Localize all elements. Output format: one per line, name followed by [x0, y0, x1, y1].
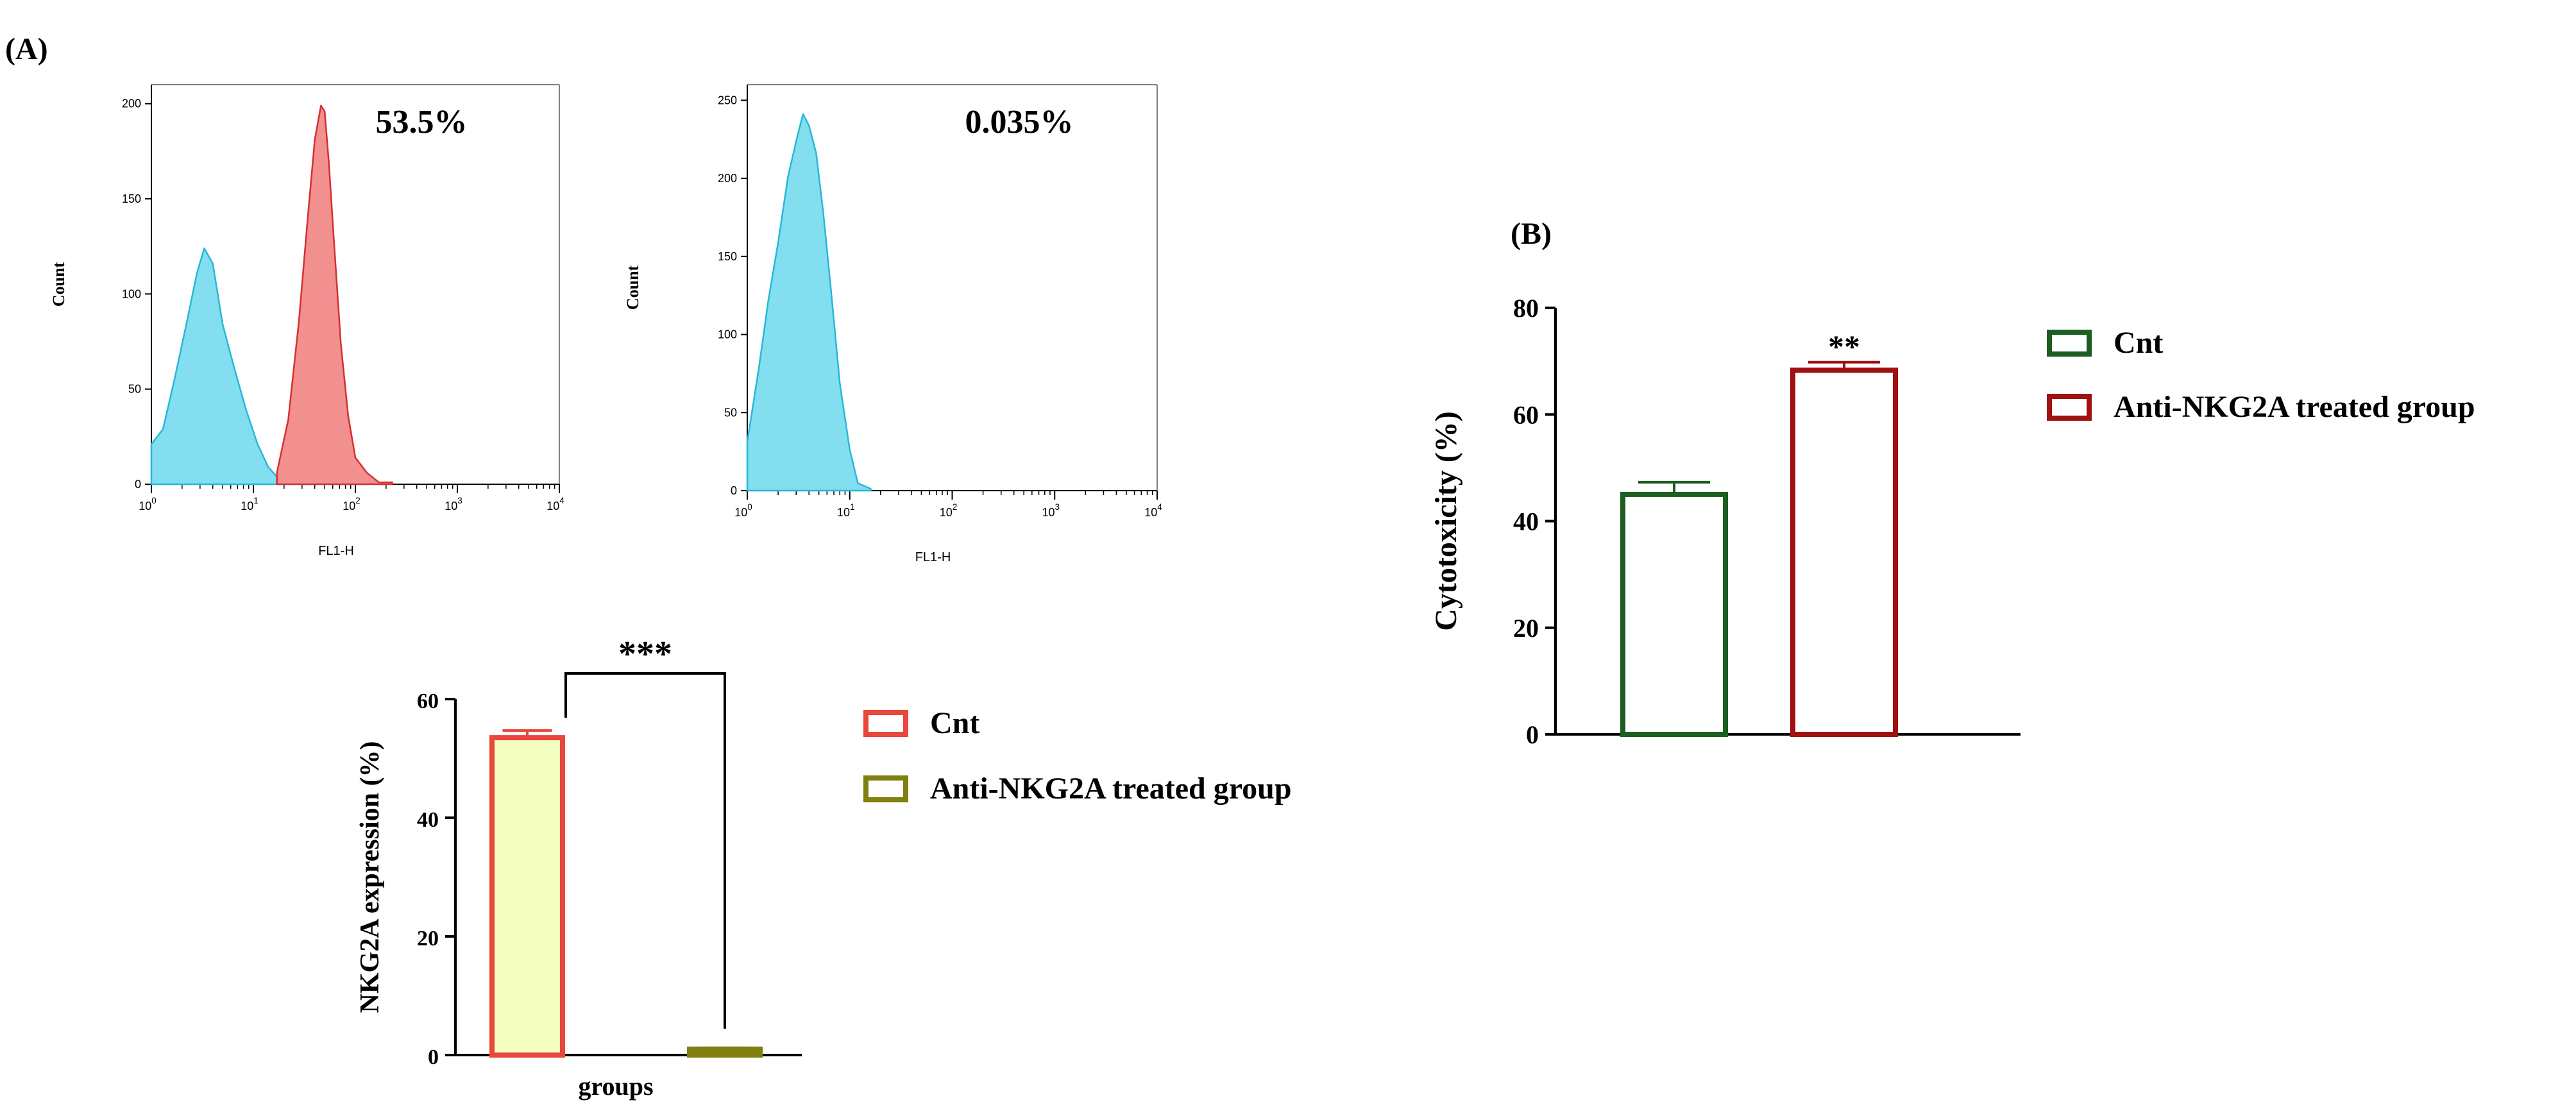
x-axis-label: FL1-H [318, 544, 354, 558]
x-tick-exponent: 0 [747, 502, 752, 512]
y-tick-label: 200 [122, 97, 141, 110]
y-tick-label: 20 [1513, 614, 1539, 643]
x-tick-label: 104 [1144, 502, 1162, 519]
y-axis-label: Count [623, 265, 642, 310]
y-tick-label: 20 [417, 927, 439, 951]
significance-stars: *** [618, 634, 672, 674]
x-tick-exponent: 0 [151, 496, 157, 505]
y-axis-label: Cytotoxicity (%) [1429, 411, 1463, 631]
legend-swatch [2047, 394, 2092, 421]
x-tick-label: 100 [139, 496, 157, 512]
x-tick-label: 102 [343, 496, 360, 512]
x-tick-base: 10 [241, 500, 253, 512]
percentage-annotation: 53.5% [376, 104, 468, 140]
y-tick-label: 150 [122, 192, 141, 205]
x-tick-base: 10 [547, 500, 559, 512]
panel-label-b: (B) [1511, 217, 1552, 251]
y-tick-label: 0 [731, 484, 737, 497]
histogram-negative-population [150, 247, 278, 486]
x-tick-base: 10 [1042, 506, 1055, 519]
bar-0 [489, 735, 565, 1058]
histogram-negative-population [746, 113, 872, 492]
x-tick-base: 10 [1144, 506, 1157, 519]
x-tick-exponent: 1 [253, 496, 258, 505]
legend-swatch [863, 710, 908, 737]
x-tick-label: 101 [241, 496, 258, 512]
y-axis-label: NKG2A expression (%) [355, 741, 385, 1013]
x-tick-exponent: 4 [1157, 502, 1162, 512]
y-axis-label: Count [49, 262, 68, 307]
y-tick-label: 0 [135, 478, 141, 491]
x-tick-label: 100 [734, 502, 752, 519]
y-tick-label: 40 [417, 808, 439, 832]
x-tick-base: 10 [139, 500, 151, 512]
significance-bracket [564, 672, 726, 1029]
x-axis-label: FL1-H [915, 550, 951, 564]
x-tick-exponent: 2 [953, 502, 958, 512]
x-tick-base: 10 [445, 500, 457, 512]
x-tick-exponent: 2 [355, 496, 360, 505]
y-tick-label: 50 [128, 383, 141, 396]
x-tick-label: 103 [445, 496, 462, 512]
legend-label: Anti-NKG2A treated group [2114, 390, 2475, 424]
panel-label-a: (A) [5, 32, 48, 66]
x-tick-label: 102 [940, 502, 958, 519]
y-tick-label: 200 [718, 172, 737, 185]
legend-label: Anti-NKG2A treated group [930, 772, 1292, 806]
nkg2a-expression-bar-chart: 0 20 40 60 NKG2A expression (%) groups *** Cnt A… [355, 634, 1292, 1101]
y-tick-label: 250 [718, 94, 737, 106]
y-tick-label: 0 [1526, 720, 1539, 749]
y-tick-label: 100 [718, 328, 737, 341]
x-tick-base: 10 [343, 500, 355, 512]
bar-1 [687, 1046, 763, 1058]
x-tick-exponent: 3 [1055, 502, 1060, 512]
percentage-annotation: 0.035% [965, 104, 1074, 140]
x-tick-exponent: 1 [850, 502, 855, 512]
legend-swatch [2047, 330, 2092, 357]
x-tick-base: 10 [837, 506, 850, 519]
y-tick-label: 40 [1513, 507, 1539, 536]
x-tick-base: 10 [940, 506, 953, 519]
x-tick-base: 10 [734, 506, 747, 519]
histogram-positive-population [276, 105, 393, 486]
x-tick-label: 104 [547, 496, 564, 512]
y-tick-label: 50 [724, 406, 737, 419]
legend-swatch [863, 775, 908, 802]
y-tick-label: 150 [718, 250, 737, 263]
bar-1 [1790, 368, 1898, 737]
x-tick-exponent: 3 [457, 496, 462, 505]
legend-label: Cnt [2114, 326, 2163, 360]
x-tick-exponent: 4 [559, 496, 564, 505]
significance-stars: ** [1828, 328, 1860, 364]
y-tick-label: 60 [1513, 400, 1539, 429]
cytotoxicity-bar-chart: 0 20 40 60 80 Cytotoxicity (%) ** Cnt Anti-NKG2A… [1429, 294, 2475, 749]
y-tick-label: 80 [1513, 294, 1539, 323]
y-tick-label: 60 [417, 689, 439, 713]
x-tick-label: 101 [837, 502, 855, 519]
legend-label: Cnt [930, 706, 979, 740]
x-axis-label: groups [578, 1072, 653, 1101]
bar-0 [1620, 491, 1728, 737]
x-tick-label: 103 [1042, 502, 1060, 519]
y-tick-label: 0 [428, 1045, 439, 1069]
y-tick-label: 100 [122, 287, 141, 300]
